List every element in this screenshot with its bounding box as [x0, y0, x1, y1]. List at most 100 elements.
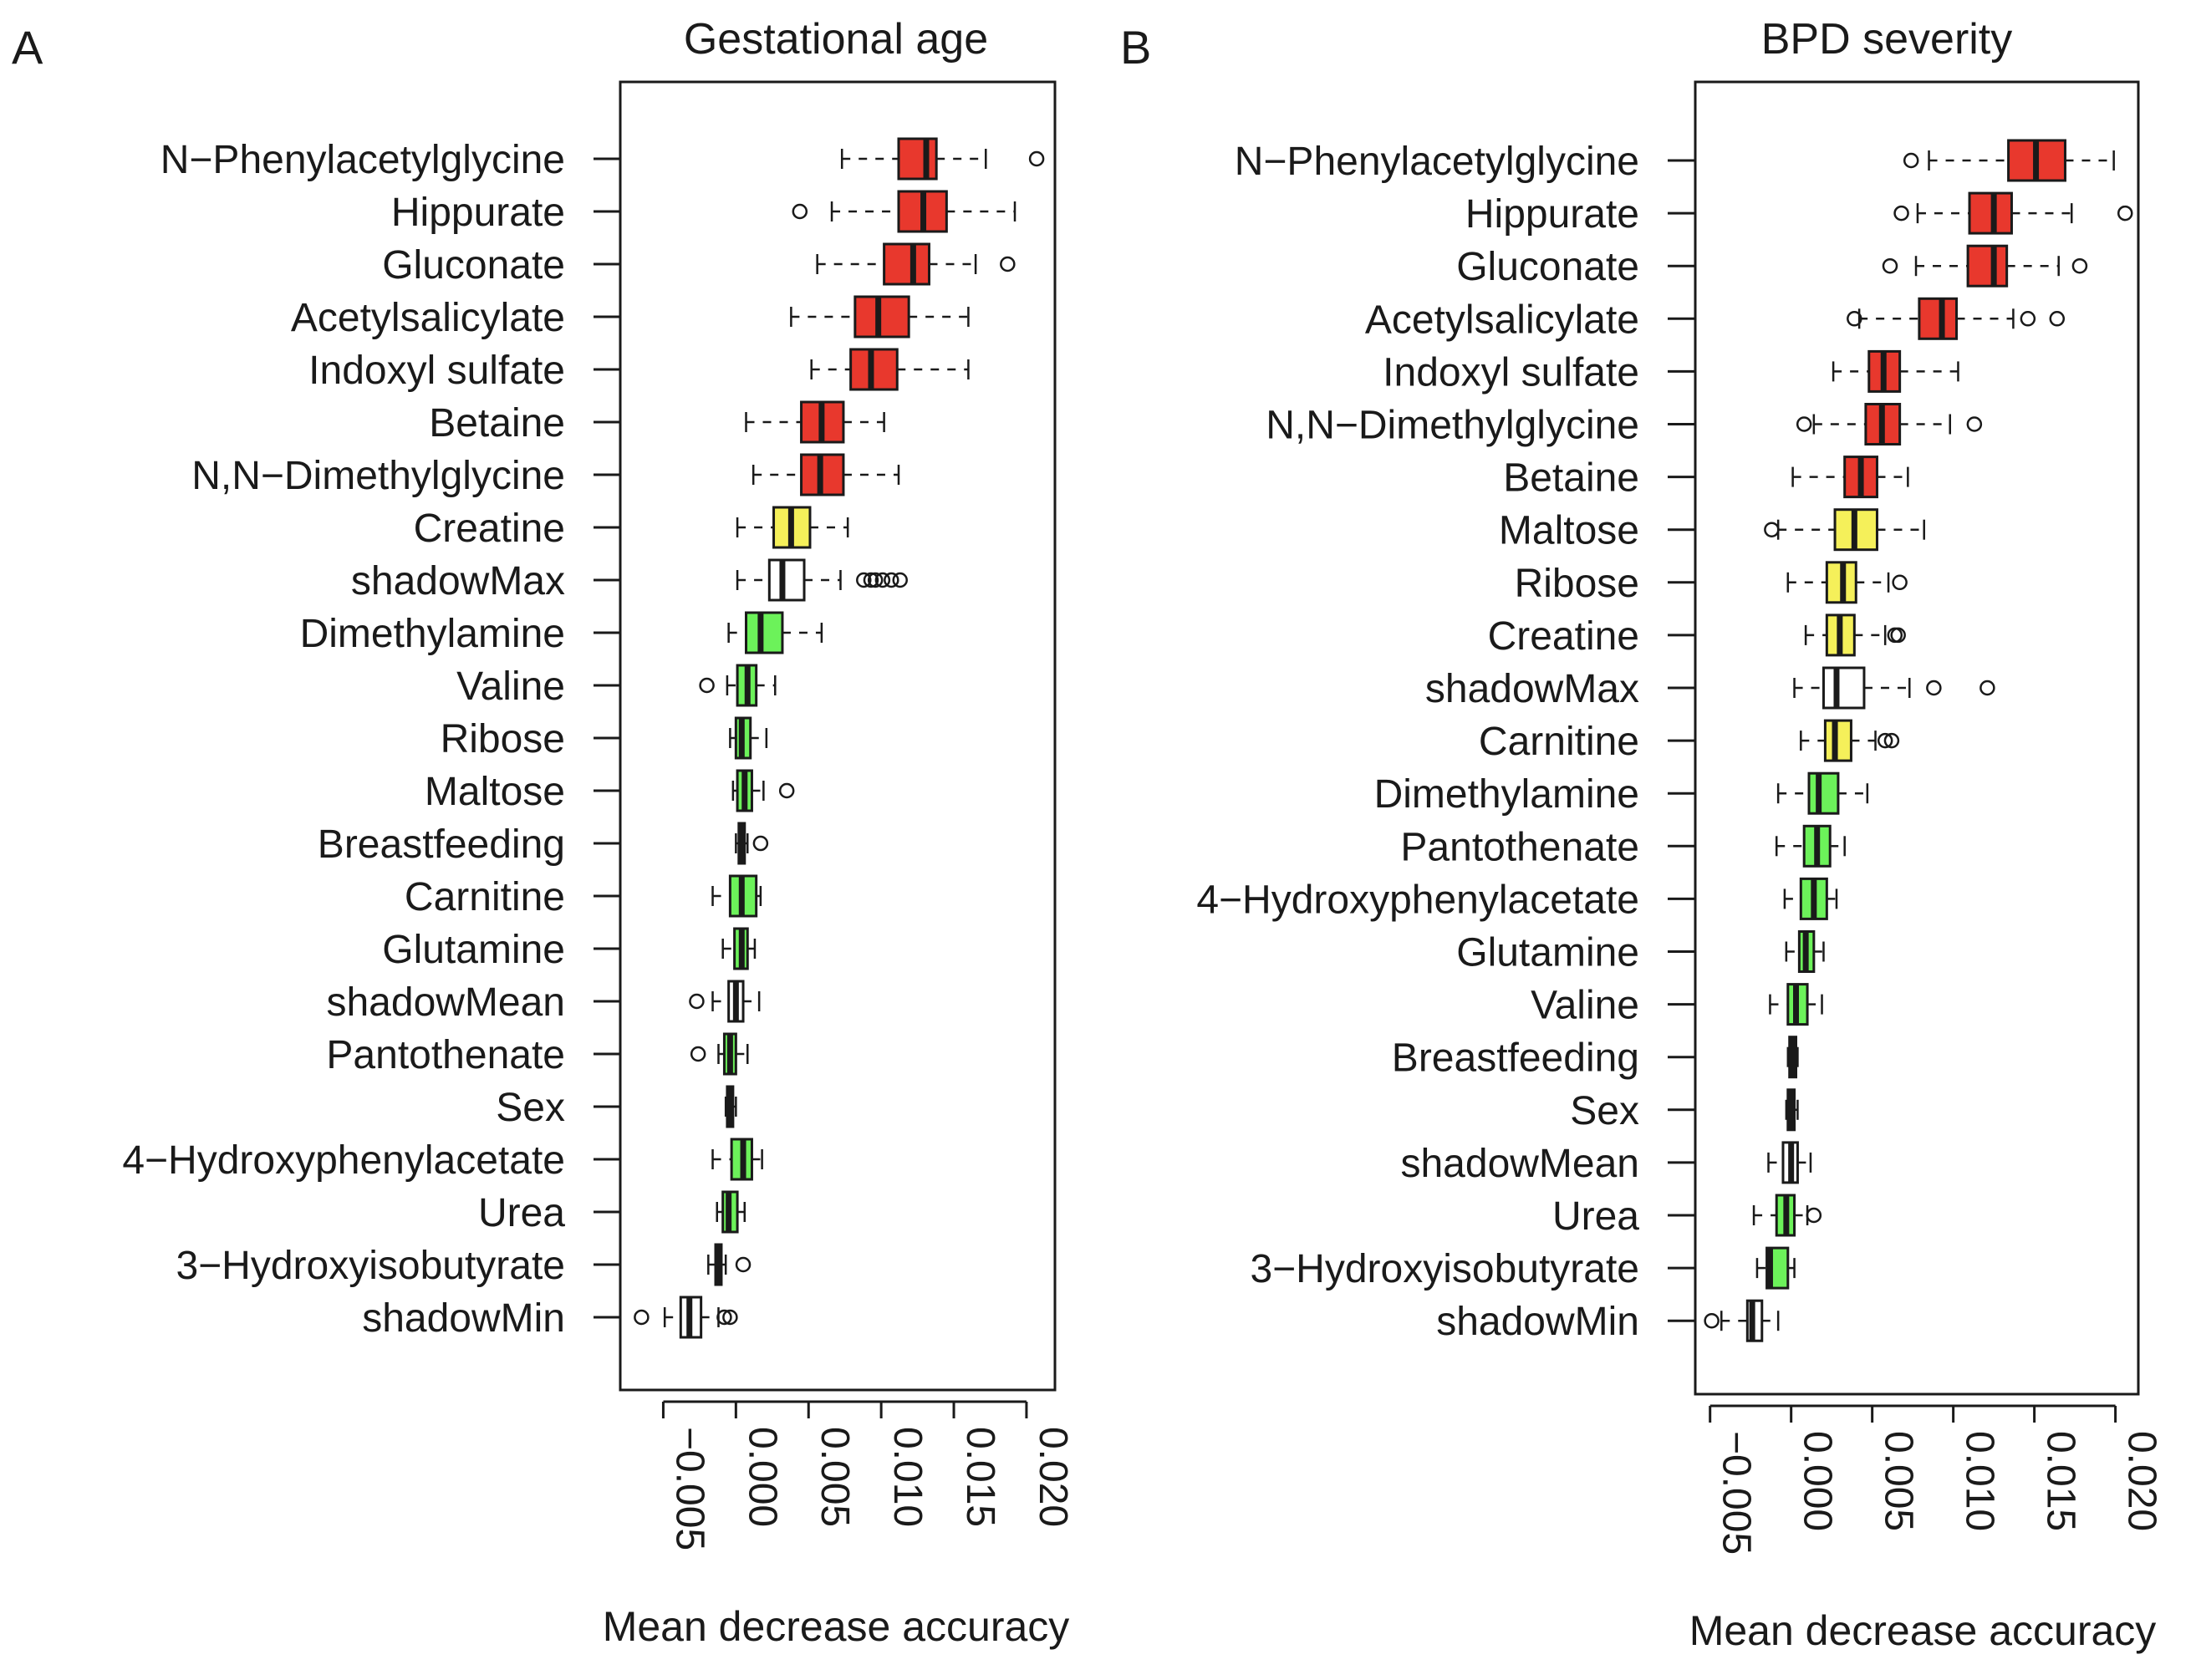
- feature-row-indoxyl-sulfate: Indoxyl sulfate: [308, 348, 970, 393]
- feature-row-indoxyl-sulfate: Indoxyl sulfate: [1383, 349, 1959, 395]
- feature-row-3-hydroxyisobutyrate: 3−Hydroxyisobutyrate: [176, 1243, 752, 1288]
- box-glutamine: [1785, 930, 1825, 973]
- outlier-point: [1893, 205, 1909, 221]
- outlier-point: [1892, 574, 1908, 591]
- outlier-point: [1847, 311, 1862, 327]
- outlier-point: [1979, 680, 1995, 696]
- box-pantothenate: [1775, 824, 1846, 868]
- box-valine: [1769, 983, 1823, 1026]
- box-indoxyl-sulfate: [810, 348, 970, 391]
- box-3-hydroxyisobutyrate: [1755, 1246, 1796, 1290]
- feature-label: Glutamine: [1456, 931, 1639, 975]
- box-betaine: [1791, 456, 1909, 499]
- feature-label: 3−Hydroxyisobutyrate: [176, 1244, 565, 1288]
- feature-row-acetylsalicylate: Acetylsalicylate: [1365, 297, 2066, 342]
- iqr-box: [1822, 666, 1866, 710]
- panel-a-x-axis-label: Mean decrease accuracy: [603, 1603, 1070, 1650]
- feature-row-valine: Valine: [1531, 983, 1823, 1028]
- outlier-point: [856, 572, 872, 588]
- feature-label: shadowMax: [351, 559, 565, 603]
- box-sex: [724, 1085, 737, 1128]
- iqr-box: [1968, 191, 2013, 235]
- feature-row-ribose: Ribose: [441, 716, 768, 761]
- outlier-point: [867, 572, 884, 588]
- box-shadowmax: [1793, 666, 1995, 710]
- feature-label: Pantothenate: [326, 1033, 565, 1077]
- outlier-point: [689, 993, 705, 1010]
- outlier-point: [892, 572, 908, 588]
- outlier-point: [863, 572, 879, 588]
- box-carnitine: [1800, 719, 1900, 762]
- feature-row-betaine: Betaine: [1503, 456, 1909, 501]
- feature-label: N−Phenylacetylglycine: [1235, 140, 1639, 184]
- feature-row-maltose: Maltose: [425, 769, 795, 814]
- outlier-point: [778, 782, 795, 799]
- feature-label: Gluconate: [1456, 245, 1639, 289]
- box-n-n-dimethylglycine: [1796, 403, 1983, 445]
- outlier-point: [884, 572, 899, 588]
- feature-label: Indoxyl sulfate: [1383, 350, 1639, 395]
- box-dimethylamine: [727, 611, 823, 654]
- x-axis: −0.005 0.000 0.005 0.010 0.015 0.020: [661, 1400, 1075, 1550]
- box-maltose: [731, 769, 795, 812]
- box-valine: [699, 664, 777, 707]
- outlier-point: [1028, 150, 1045, 167]
- box-betaine: [745, 400, 885, 444]
- x-tick-label: 0.005: [1877, 1431, 1921, 1531]
- iqr-box: [745, 611, 784, 654]
- feature-label: 4−Hydroxyphenylacetate: [122, 1138, 565, 1183]
- box-breastfeeding: [735, 822, 769, 865]
- outlier-point: [1877, 732, 1893, 749]
- feature-label: Valine: [1531, 984, 1639, 1028]
- feature-row-carnitine: Carnitine: [1479, 719, 1900, 764]
- x-tick-label: 0.000: [1796, 1431, 1840, 1531]
- panel-a-label: A: [12, 21, 43, 74]
- x-axis: −0.005 0.000 0.005 0.010 0.015 0.020: [1709, 1404, 2164, 1555]
- feature-label: shadowMax: [1425, 667, 1639, 711]
- feature-label: Ribose: [1515, 562, 1639, 606]
- feature-label: Acetylsalicylate: [291, 296, 565, 340]
- box-gluconate: [816, 242, 1016, 286]
- outlier-point: [735, 1256, 752, 1273]
- box-acetylsalicylate: [790, 295, 970, 339]
- feature-row-gluconate: Gluconate: [382, 242, 1016, 288]
- outlier-point: [1966, 416, 1983, 432]
- box-breastfeeding: [1786, 1036, 1799, 1079]
- feature-row-4-hydroxyphenylacetate: 4−Hydroxyphenylacetate: [122, 1138, 763, 1183]
- box-shadowmin: [634, 1296, 738, 1339]
- feature-row-n-phenylacetylglycine: N−Phenylacetylglycine: [160, 137, 1045, 182]
- feature-row-pantothenate: Pantothenate: [326, 1032, 749, 1077]
- feature-label: Glutamine: [382, 928, 565, 972]
- panel-b-title: BPD severity: [1761, 15, 2013, 64]
- feature-row-creatine: Creatine: [1488, 613, 1906, 659]
- feature-label: shadowMean: [326, 980, 565, 1025]
- outlier-point: [699, 677, 715, 694]
- box-glutamine: [721, 927, 757, 970]
- feature-row-creatine: Creatine: [414, 506, 849, 551]
- outlier-point: [716, 1309, 732, 1326]
- box-urea: [1752, 1194, 1822, 1237]
- box-shadowmax: [736, 558, 908, 602]
- feature-label: N−Phenylacetylglycine: [160, 138, 565, 182]
- feature-row-acetylsalicylate: Acetylsalicylate: [291, 295, 970, 340]
- box-carnitine: [711, 874, 762, 918]
- feature-label: Hippurate: [391, 191, 565, 235]
- box-dimethylamine: [1776, 771, 1869, 815]
- box-n-n-dimethylglycine: [752, 453, 900, 496]
- feature-row-breastfeeding: Breastfeeding: [318, 822, 769, 867]
- outlier-point: [1890, 627, 1906, 644]
- feature-row-3-hydroxyisobutyrate: 3−Hydroxyisobutyrate: [1250, 1246, 1796, 1291]
- feature-label: Acetylsalicylate: [1365, 298, 1639, 342]
- iqr-box: [1918, 297, 1959, 340]
- feature-label: Urea: [478, 1191, 565, 1235]
- box-maltose: [1764, 508, 1925, 552]
- feature-label: Maltose: [425, 770, 565, 814]
- feature-label: shadowMean: [1400, 1142, 1639, 1186]
- feature-label: Carnitine: [405, 875, 565, 919]
- outlier-point: [1882, 257, 1898, 274]
- outlier-point: [1903, 152, 1919, 169]
- box-urea: [716, 1190, 746, 1234]
- box-3-hydroxyisobutyrate: [707, 1243, 752, 1286]
- box-shadowmin: [1704, 1299, 1780, 1342]
- outlier-point: [2117, 205, 2133, 221]
